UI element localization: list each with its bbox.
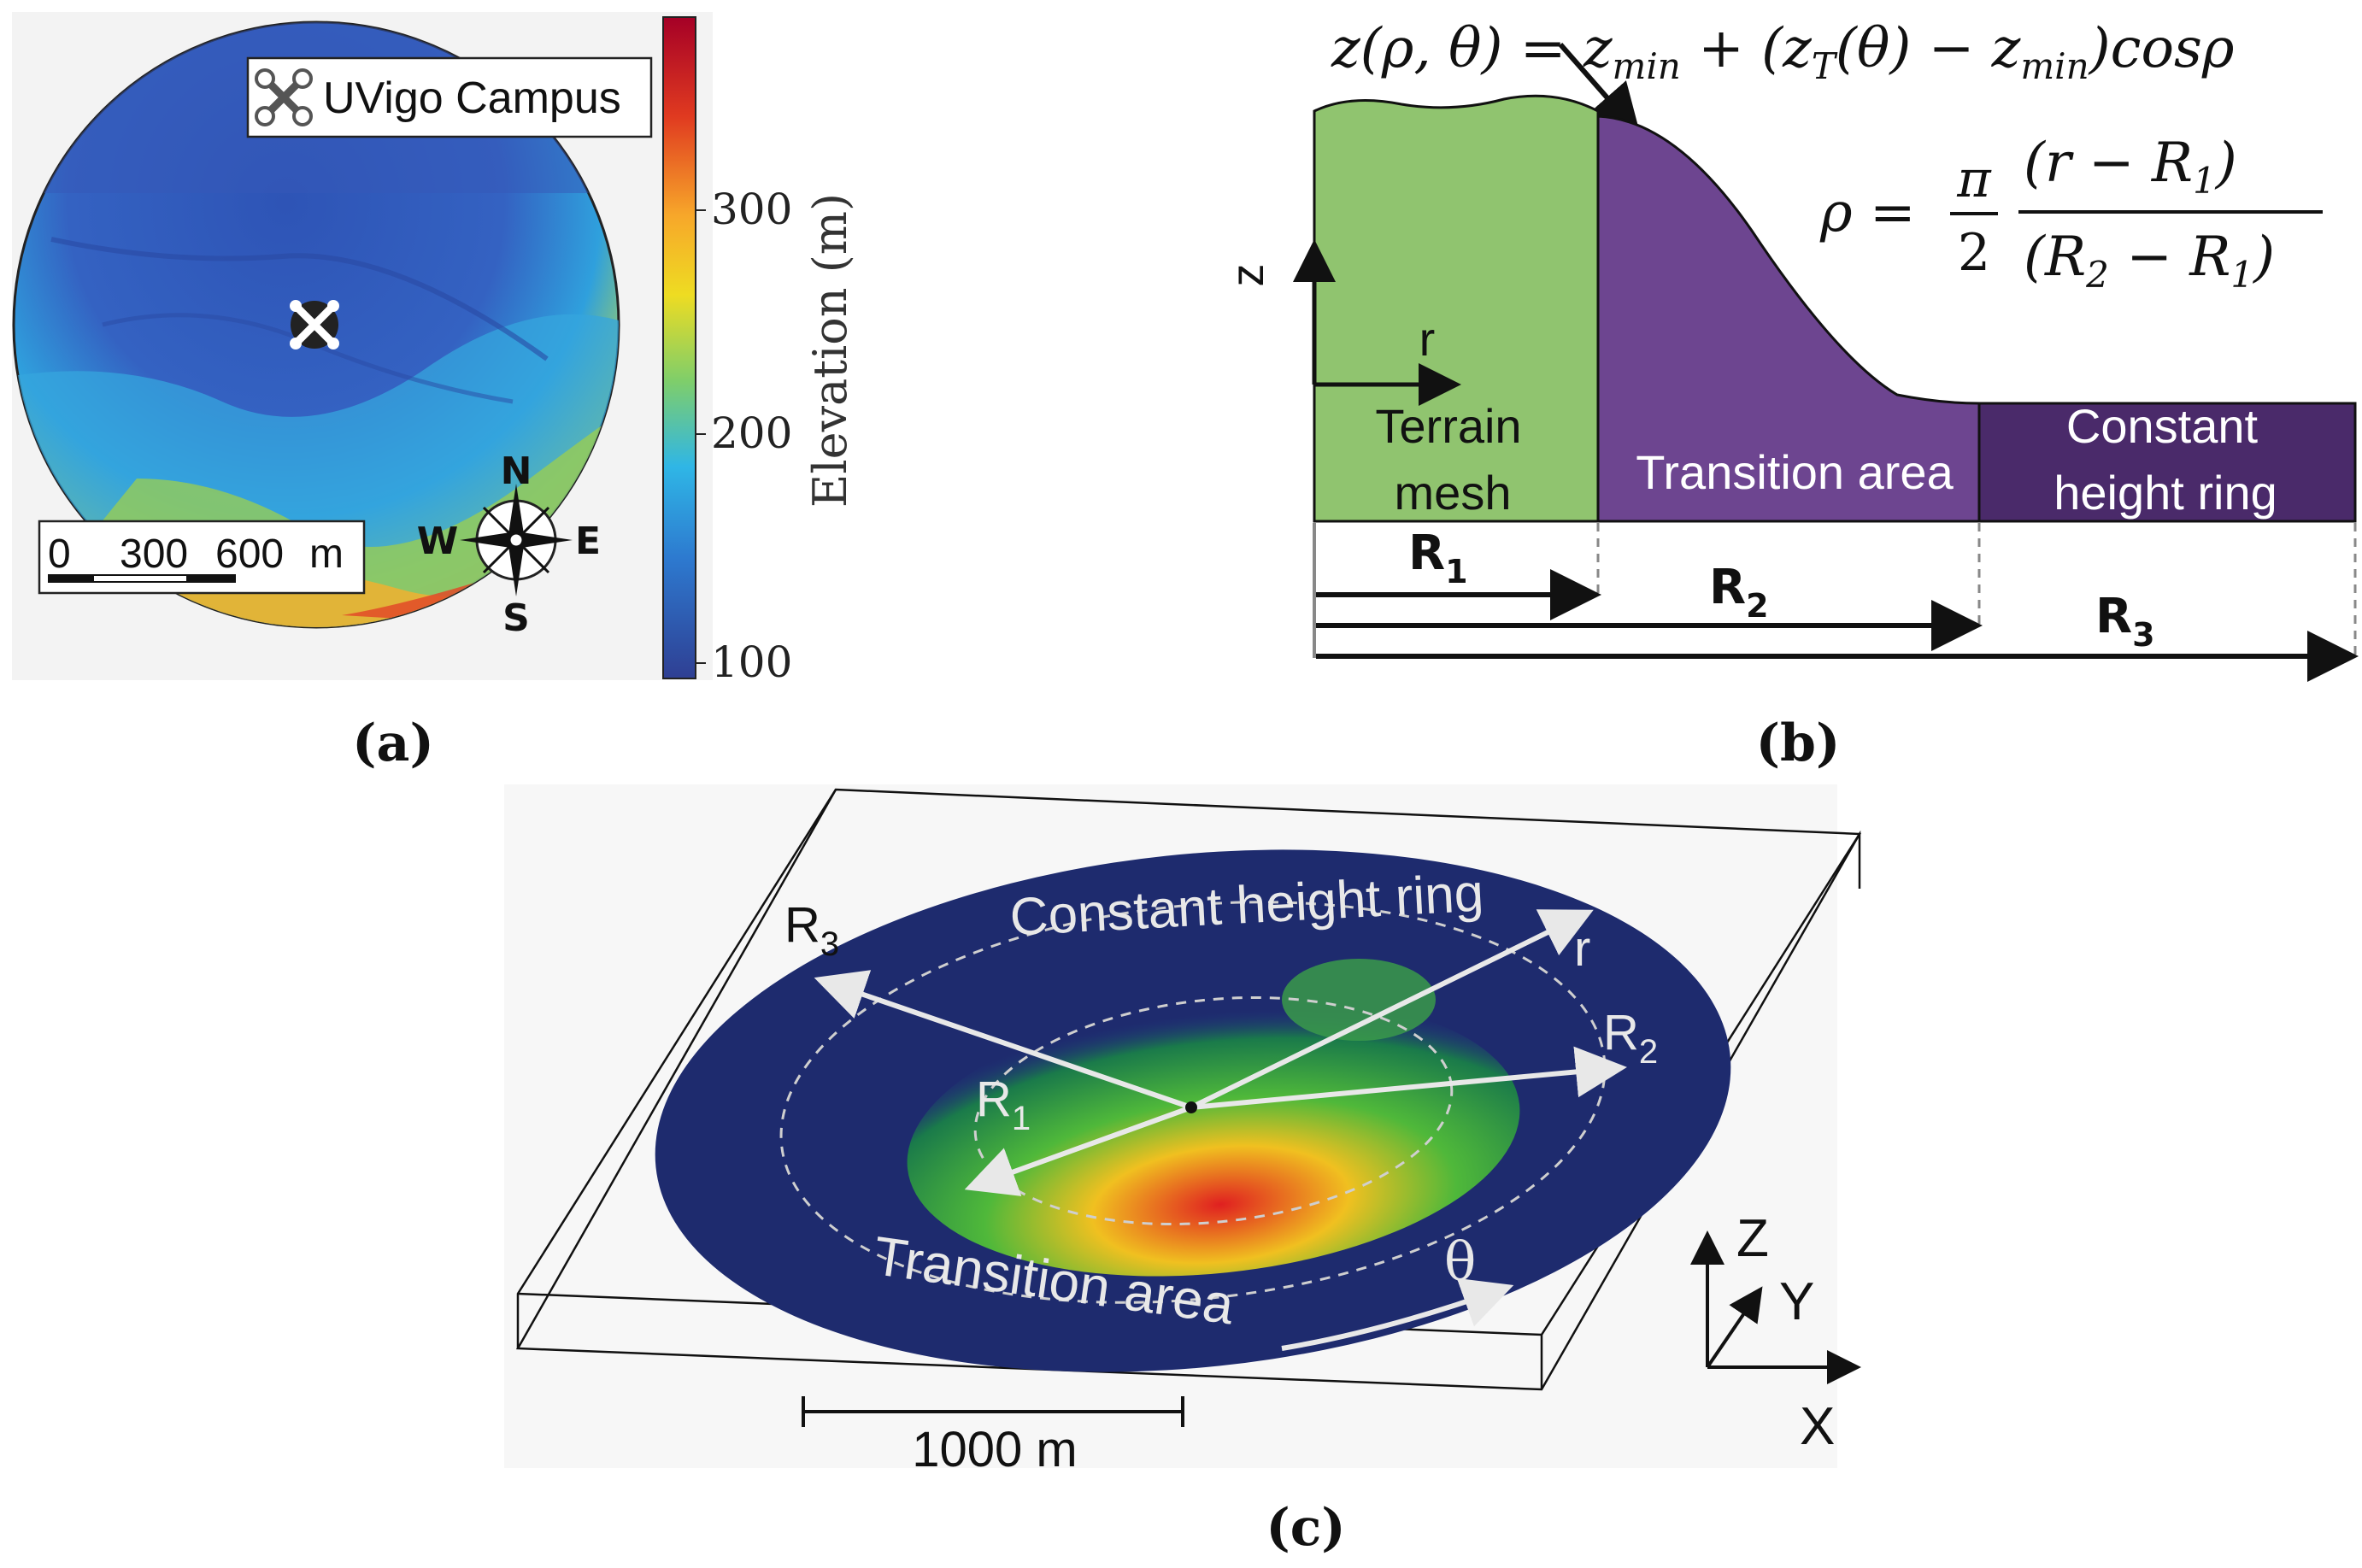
scale-label-3d: 1000 m xyxy=(912,1422,1077,1477)
scale-label-unit: m xyxy=(309,531,344,577)
scale-bar-3d: 1000 m xyxy=(802,1396,1184,1477)
colorbar-tick-100: 100 xyxy=(711,637,792,687)
rho-two: 2 xyxy=(1958,223,1990,283)
center-point xyxy=(1185,1101,1197,1113)
constant-height-ring-region xyxy=(1977,402,2357,523)
r1-label-3d: R1 xyxy=(976,1072,1031,1137)
r1-label: R1 xyxy=(1408,526,1468,590)
constant-label-1: Constant xyxy=(2066,399,2259,453)
r3-label-3d: R3 xyxy=(784,897,839,963)
colorbar-tick-200: 200 xyxy=(711,408,792,458)
panel-b: z(ρ, θ) = zmin + (zT(θ) − zmin)cosρ ρ = … xyxy=(1222,17,2359,773)
scale-bar: 0 300 600 m xyxy=(38,520,366,595)
r3-arrow-3d xyxy=(814,970,1192,1110)
theta-arrow xyxy=(1281,1277,1514,1351)
drone-icon xyxy=(255,68,313,126)
scale-label-0: 0 xyxy=(48,531,71,577)
colorbar-gradient xyxy=(662,16,696,679)
rho-lhs: ρ = xyxy=(1819,181,1916,244)
transition-area-region xyxy=(1596,115,1981,523)
r2-label: R2 xyxy=(1709,560,1769,625)
panel-a: UVigo Campus 0 300 600 m N S E W xyxy=(12,12,857,773)
terrain-mesh-region xyxy=(1313,94,1600,523)
rho-numerator: (r − R1) xyxy=(2024,132,2237,202)
theta-label: θ xyxy=(1444,1230,1476,1293)
axes-triad: Z Y X xyxy=(1690,1209,1861,1456)
scale-label-600: 600 xyxy=(215,531,284,577)
compass-rose-icon: N S E W xyxy=(417,449,601,640)
rho-pi: π xyxy=(1956,150,1992,209)
colorbar-tick-300: 300 xyxy=(711,185,792,234)
panel-c-label: (c) xyxy=(1266,1498,1345,1558)
panel-c: Constant height ring Transition area R3 … xyxy=(504,784,1862,1558)
r3-label: R3 xyxy=(2095,589,2155,654)
formula-rho: ρ = π 2 (r − R1) (R2 − R1) xyxy=(1819,132,2323,296)
terrain-label-2: mesh xyxy=(1395,466,1512,520)
axis-y-label: Y xyxy=(1779,1272,1814,1331)
panel-a-label: (a) xyxy=(352,714,434,773)
colorbar: 300 200 100 Elevation (m) xyxy=(662,16,857,687)
rho-denominator: (R2 − R1) xyxy=(2024,226,2275,296)
r-arrow-3d xyxy=(1190,909,1594,1110)
colorbar-title: Elevation (m) xyxy=(803,193,857,508)
constant-label-2: height ring xyxy=(2054,466,2277,520)
axis-z-label: Z xyxy=(1736,1209,1769,1268)
r1-arrow-3d xyxy=(964,1105,1193,1196)
r-label-3d: r xyxy=(1574,921,1590,977)
transition-label: Transition area xyxy=(1636,445,1954,499)
formula-z: z(ρ, θ) = zmin + (zT(θ) − zmin)cosρ xyxy=(1331,17,2235,87)
terrain-mesh-3d xyxy=(907,996,1520,1277)
r-axis-label: r xyxy=(1419,312,1436,366)
terrain-label-1: Terrain xyxy=(1375,399,1521,453)
campus-marker-icon xyxy=(290,300,339,349)
panel-b-label: (b) xyxy=(1756,714,1841,773)
scale-label-300: 300 xyxy=(120,531,188,577)
compass-s: S xyxy=(502,596,530,640)
r2-label-3d: R2 xyxy=(1603,1005,1658,1071)
compass-e: E xyxy=(575,520,601,563)
r2-arrow-3d xyxy=(1190,1046,1627,1110)
axis-x-label: X xyxy=(1800,1397,1835,1456)
formula-arrow xyxy=(1558,43,1641,137)
terrain-hill xyxy=(1282,959,1436,1041)
place-label: UVigo Campus xyxy=(323,73,621,123)
z-axis-label: z xyxy=(1222,264,1273,287)
compass-w: W xyxy=(417,520,459,563)
compass-n: N xyxy=(501,449,532,493)
place-label-box: UVigo Campus xyxy=(246,56,653,138)
